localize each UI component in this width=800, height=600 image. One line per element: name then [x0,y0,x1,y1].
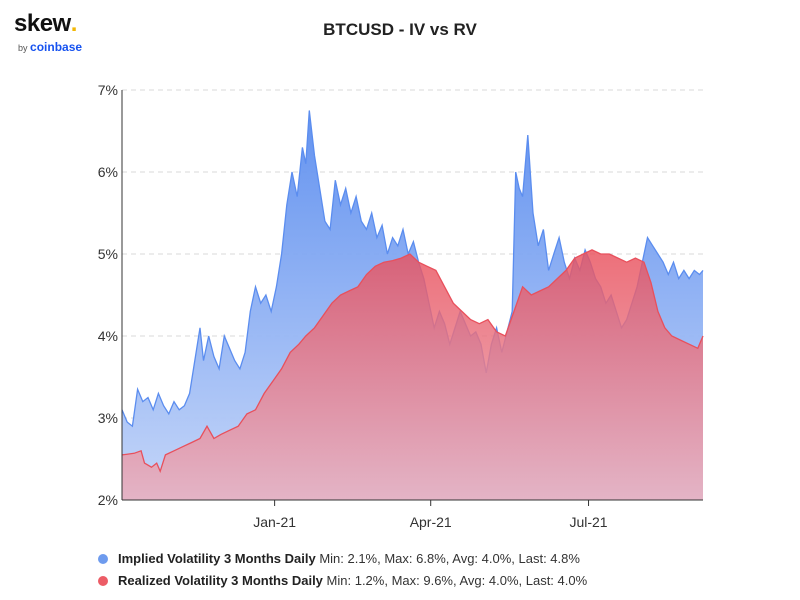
y-tick-label-7: 7% [98,82,118,98]
x-tick-label-0: Jan-21 [253,514,296,530]
skew-logo: skew. by coinbase [14,10,82,54]
logo-wordmark: skew [14,10,71,37]
logo-by-text: by [18,43,28,53]
chart-title: BTCUSD - IV vs RV [323,20,477,39]
logo-byline: by coinbase [18,40,82,54]
axis-layer: 2% 3% 4% 5% 6% 7% Jan-21 Apr-21 Jul-21 [98,82,703,530]
y-tick-label-4: 4% [98,328,118,344]
area-realized [122,249,703,500]
y-tick-label-2: 2% [98,492,118,508]
legend-marker-realized [98,576,108,586]
legend-stats-realized: Min: 1.2%, Max: 9.6%, Avg: 4.0%, Last: 4… [326,573,588,588]
x-tick-label-1: Apr-21 [410,514,452,530]
y-tick-label-6: 6% [98,164,118,180]
legend-item-realized[interactable]: Realized Volatility 3 Months Daily Min: … [98,570,587,592]
x-tick-label-2: Jul-21 [569,514,607,530]
legend-stats-implied: Min: 2.1%, Max: 6.8%, Avg: 4.0%, Last: 4… [319,551,580,566]
line-realized [121,249,704,474]
series-layer [121,110,704,500]
legend-label-realized: Realized Volatility 3 Months Daily [118,573,323,588]
logo-dot: . [70,10,78,37]
legend-label-implied: Implied Volatility 3 Months Daily [118,551,316,566]
y-tick-label-3: 3% [98,410,118,426]
legend-item-implied[interactable]: Implied Volatility 3 Months Daily Min: 2… [98,548,587,570]
logo-coinbase-text: coinbase [30,40,83,54]
legend-marker-implied [98,554,108,564]
y-tick-label-5: 5% [98,246,118,262]
legend: Implied Volatility 3 Months Daily Min: 2… [98,548,587,592]
